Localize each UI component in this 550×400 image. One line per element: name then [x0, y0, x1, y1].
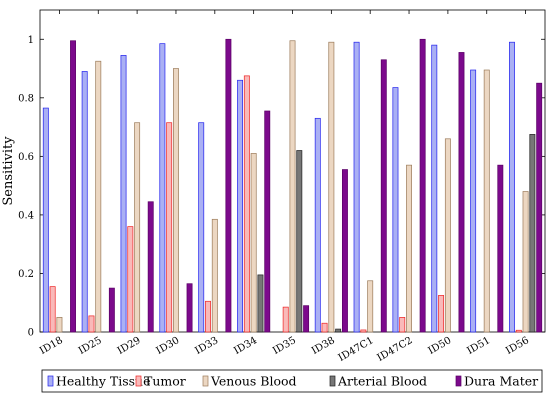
bar-tumor	[399, 317, 406, 333]
bar-dura-mater	[458, 52, 465, 333]
legend-label-venous-blood: Venous Blood	[210, 374, 297, 389]
legend-label-tumor: Tumor	[144, 374, 186, 389]
bar-healthy-tissue	[470, 69, 477, 333]
x-tick-label: ID50	[426, 335, 453, 357]
legend-label-healthy-tissue: Healthy Tissue	[56, 374, 150, 389]
bar-venous-blood	[173, 68, 179, 333]
bar-healthy-tissue	[237, 79, 244, 333]
y-axis-title: Sensitivity	[1, 136, 16, 206]
bar-healthy-tissue	[198, 122, 205, 333]
bar-dura-mater	[380, 59, 387, 333]
y-tick-label: 1	[28, 35, 34, 46]
x-tick-label: ID38	[310, 335, 337, 357]
bar-healthy-tissue	[81, 71, 88, 333]
bar-venous-blood	[56, 317, 63, 333]
y-tick-label: 0.4	[18, 210, 34, 221]
bar-venous-blood	[95, 60, 102, 333]
bar-venous-blood	[289, 40, 296, 333]
bar-arterial-blood	[257, 274, 264, 333]
legend-label-dura-mater: Dura Mater	[464, 374, 538, 389]
bar-dura-mater	[419, 38, 426, 333]
bar-dura-mater	[186, 283, 193, 333]
bar-tumor	[321, 322, 328, 333]
bar-healthy-tissue	[314, 117, 321, 333]
y-tick-label: 0.8	[18, 93, 34, 104]
bar-dura-mater	[536, 82, 543, 333]
legend-frame	[41, 369, 543, 393]
bar-tumor	[166, 122, 173, 333]
x-tick-label: ID47C1	[337, 335, 376, 364]
bar-venous-blood	[328, 41, 335, 333]
legend-swatch-tumor	[135, 375, 142, 387]
x-tick-label: ID30	[155, 335, 182, 357]
bar-arterial-blood	[529, 134, 536, 333]
x-tick-label: ID35	[271, 335, 298, 357]
bar-tumor	[515, 329, 522, 333]
bar-dura-mater	[497, 164, 504, 333]
bar-dura-mater	[108, 287, 115, 333]
bar-venous-blood	[367, 280, 374, 333]
bar-tumor	[282, 306, 289, 333]
y-tick-label: 0.2	[18, 269, 34, 280]
x-tick-label: ID34	[232, 335, 259, 357]
bar-arterial-blood	[335, 328, 342, 333]
x-tick-label: ID47C2	[376, 335, 415, 364]
bar-healthy-tissue	[392, 87, 399, 333]
legend-label-arterial-blood: Arterial Blood	[337, 374, 427, 389]
bar-dura-mater	[341, 169, 348, 333]
bar-tumor	[49, 286, 56, 333]
bar-healthy-tissue	[120, 55, 127, 333]
bar-tumor	[205, 300, 211, 333]
bar-dura-mater	[70, 40, 76, 333]
legend-swatch-venous-blood	[202, 375, 209, 387]
x-tick-label: ID25	[77, 335, 104, 357]
bar-dura-mater	[303, 305, 310, 333]
y-tick-label: 0.6	[18, 152, 34, 163]
x-tick-label: ID29	[116, 335, 143, 357]
legend-swatch-dura-mater	[455, 375, 462, 387]
bar-venous-blood	[211, 218, 218, 333]
x-tick-label: ID33	[193, 335, 220, 357]
bar-healthy-tissue	[42, 107, 49, 333]
bar-tumor	[243, 75, 250, 333]
bar-dura-mater	[225, 38, 232, 333]
bar-venous-blood	[134, 122, 141, 333]
bar-tumor	[88, 315, 95, 333]
bar-healthy-tissue	[353, 41, 360, 333]
bar-arterial-blood	[296, 150, 303, 333]
legend-swatch-healthy-tissue	[47, 375, 54, 387]
bar-healthy-tissue	[431, 44, 438, 333]
bar-tumor	[360, 329, 367, 333]
bar-healthy-tissue	[159, 43, 166, 333]
bar-dura-mater	[264, 110, 271, 333]
bar-venous-blood	[483, 69, 490, 333]
bar-venous-blood	[522, 191, 529, 333]
bar-series-group	[42, 38, 543, 333]
y-tick-label: 0	[28, 328, 34, 339]
bar-tumor	[438, 295, 445, 333]
legend-swatch-arterial-blood	[329, 375, 336, 387]
x-tick-label: ID18	[38, 335, 65, 357]
bar-tumor	[127, 226, 134, 333]
x-tick-label: ID51	[465, 335, 492, 357]
bar-venous-blood	[444, 138, 451, 333]
x-tick-label: ID56	[504, 335, 531, 357]
bar-dura-mater	[147, 201, 154, 333]
bar-healthy-tissue	[509, 41, 515, 333]
bar-venous-blood	[406, 164, 412, 333]
bar-venous-blood	[250, 153, 257, 333]
